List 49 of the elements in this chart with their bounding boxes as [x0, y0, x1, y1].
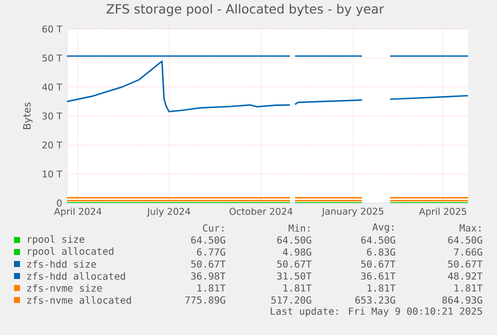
y-tick-label: 40 T [42, 83, 62, 91]
text: 4.98G [282, 248, 312, 256]
text: Avg: [372, 223, 394, 233]
text: 36.61T [361, 272, 396, 280]
y-tick-label: 10 T [42, 170, 62, 178]
text: 7.66G [454, 248, 482, 256]
legend-label: zfs-nvme size [27, 284, 102, 292]
text: 64.50G [448, 236, 482, 244]
x-tick-label: January 2025 [321, 208, 384, 217]
y-tick-label: 60 T [42, 25, 62, 33]
text: 6.77G [197, 248, 226, 256]
text: 50.67T [191, 260, 226, 268]
text: 1.81T [284, 284, 312, 292]
text: 1.81T [368, 284, 396, 292]
y-tick-label: 0 [56, 199, 62, 207]
y-axis-title: Bytes [23, 102, 33, 130]
legend-label: rpool size [28, 235, 84, 245]
text: Cur: [202, 224, 224, 232]
y-tick-label: 30 T [42, 112, 62, 120]
text: 36.98T [191, 272, 226, 280]
x-tick-label: April 2025 [419, 208, 466, 217]
text: 1.81T [454, 284, 482, 292]
x-tick-label: April 2024 [54, 208, 102, 217]
text: 1.81T [198, 284, 226, 292]
text: 50.67T [277, 260, 312, 268]
text: 64.50G [361, 236, 396, 244]
legend-label: zfs-nvme allocated [27, 296, 131, 304]
text: 653.23G [355, 296, 396, 304]
text: Min: [288, 224, 310, 232]
x-tick-label: July 2024 [146, 208, 190, 217]
text: 31.50T [277, 272, 312, 280]
legend-label: zfs-hdd size [27, 260, 96, 268]
text: 64.50G [277, 236, 312, 244]
chart-title: ZFS storage pool - Allocated bytes - by year [106, 4, 384, 16]
text: 517.20G [271, 296, 312, 304]
text: 48.92T [448, 272, 482, 280]
text: 775.89G [185, 296, 226, 304]
text: Last update: Fri May 9 00:10:21 2025 [270, 307, 482, 317]
x-tick-label: October 2024 [229, 208, 292, 215]
text: Max: [460, 224, 480, 232]
legend-label: zfs-hdd allocated [27, 272, 125, 280]
text: 50.67T [361, 260, 396, 268]
text: 50.67T [448, 260, 482, 268]
text: 64.50G [191, 236, 226, 244]
y-tick-label: 20 T [42, 141, 62, 149]
text: 864.93G [442, 296, 482, 304]
legend-label: rpool allocated [28, 247, 114, 257]
text: 6.83G [367, 248, 396, 256]
y-tick-label: 50 T [42, 54, 62, 62]
